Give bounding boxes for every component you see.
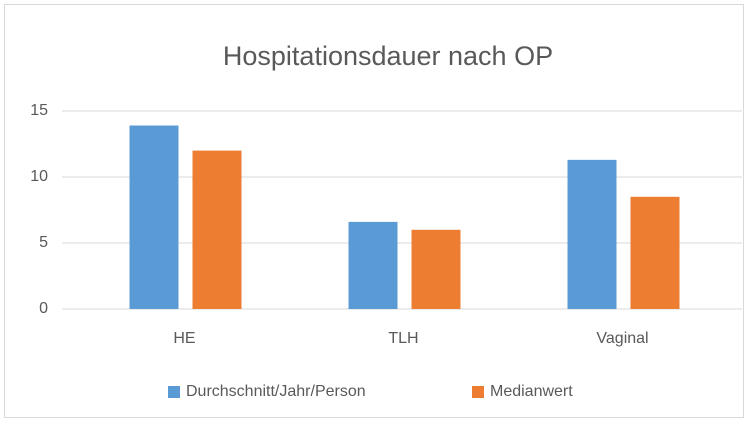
bar [567, 159, 617, 309]
y-tick-label: 10 [30, 168, 48, 185]
bar [630, 196, 680, 309]
chart-title: Hospitationsdauer nach OP [223, 41, 553, 71]
bar [192, 150, 242, 309]
y-tick-label: 5 [39, 234, 48, 251]
legend-swatch [168, 386, 180, 398]
x-tick-label: HE [173, 330, 195, 347]
bar [411, 229, 461, 309]
bar [348, 221, 398, 309]
y-tick-label: 15 [30, 102, 48, 119]
legend-label: Durchschnitt/Jahr/Person [186, 383, 366, 400]
legend-swatch [472, 386, 484, 398]
x-tick-label: TLH [388, 330, 418, 347]
bar [129, 125, 179, 310]
y-tick-label: 0 [39, 300, 48, 317]
chart-border [4, 4, 744, 418]
x-tick-label: Vaginal [596, 330, 648, 347]
legend-label: Medianwert [490, 383, 573, 400]
